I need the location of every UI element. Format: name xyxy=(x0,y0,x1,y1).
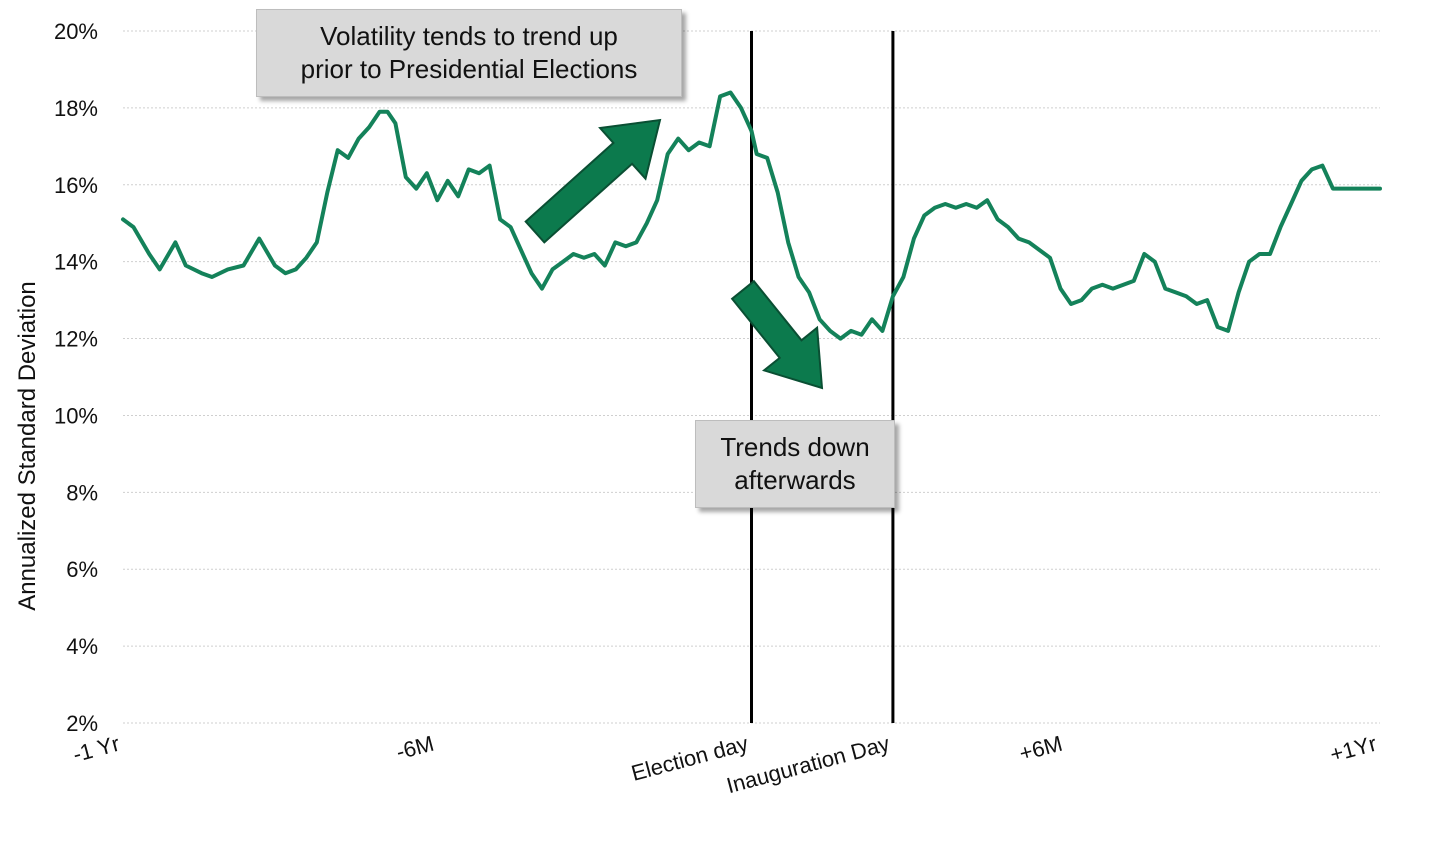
y-tick-label: 2% xyxy=(66,711,98,736)
callout-trend-up-line-1: Volatility tends to trend up xyxy=(320,21,618,51)
vertical-markers xyxy=(750,31,895,723)
trend-down-arrow xyxy=(730,279,824,390)
y-tick-label: 10% xyxy=(54,403,98,428)
y-axis-ticks: 2% 4% 6% 8% 10% 12% 14% 16% 18% 20% xyxy=(54,19,98,736)
series-layer xyxy=(121,90,1382,341)
y-tick-label: 4% xyxy=(66,634,98,659)
callout-trend-down: Trends down afterwards xyxy=(695,420,895,508)
callout-trend-up-line-2: prior to Presidential Elections xyxy=(300,54,638,84)
y-tick-label: 6% xyxy=(66,557,98,582)
callout-trend-down-line-1: Trends down xyxy=(720,432,870,462)
y-tick-label: 14% xyxy=(54,250,98,275)
callout-trend-up: Volatility tends to trend up prior to Pr… xyxy=(256,9,682,97)
y-axis-title: Annualized Standard Deviation xyxy=(14,281,41,611)
y-tick-label: 8% xyxy=(66,480,98,505)
x-tick-label: Inauguration Day xyxy=(724,731,892,799)
annotation-arrows xyxy=(524,118,824,390)
x-tick-label: -1 Yr xyxy=(70,731,122,767)
series-line xyxy=(121,90,1382,341)
trend-up-arrow xyxy=(524,118,662,244)
y-tick-label: 20% xyxy=(54,19,98,44)
y-tick-label: 12% xyxy=(54,327,98,352)
y-tick-label: 16% xyxy=(54,173,98,198)
x-tick-label: +1Yr xyxy=(1327,731,1379,767)
callout-trend-down-line-2: afterwards xyxy=(734,465,856,495)
x-tick-label: +6M xyxy=(1017,731,1065,766)
y-tick-label: 18% xyxy=(54,96,98,121)
x-tick-label: -6M xyxy=(393,731,436,765)
